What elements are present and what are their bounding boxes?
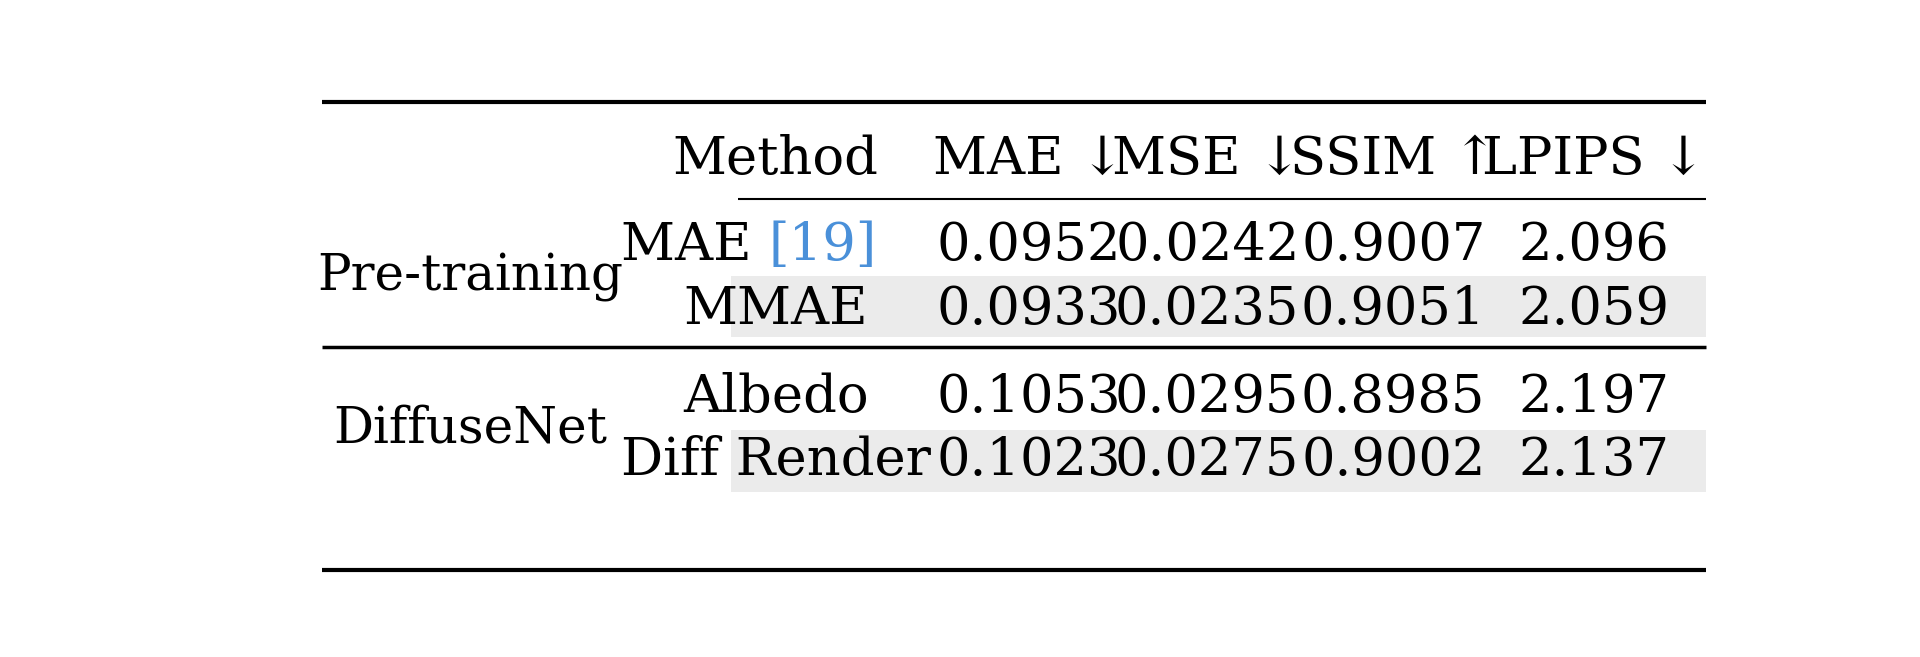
Text: 0.1053: 0.1053 [937, 372, 1121, 423]
Text: 0.0242: 0.0242 [1116, 220, 1300, 271]
Text: [19]: [19] [768, 220, 877, 271]
Text: 0.8985: 0.8985 [1302, 372, 1486, 423]
Text: 2.059: 2.059 [1519, 284, 1670, 334]
Text: DiffuseNet: DiffuseNet [334, 404, 607, 453]
Text: SSIM ↑: SSIM ↑ [1290, 134, 1498, 185]
Text: MSE ↓: MSE ↓ [1112, 134, 1302, 185]
Text: Method: Method [672, 134, 879, 185]
Bar [732, 430, 1705, 492]
Text: 0.0295: 0.0295 [1116, 372, 1300, 423]
Bar [732, 276, 1705, 337]
Text: 0.1023: 0.1023 [937, 436, 1121, 486]
Text: 2.197: 2.197 [1519, 372, 1670, 423]
Text: Pre-training: Pre-training [317, 252, 624, 302]
Text: MMAE: MMAE [684, 284, 868, 334]
Text: 0.9002: 0.9002 [1302, 436, 1486, 486]
Text: 0.0235: 0.0235 [1116, 284, 1300, 334]
Text: MAE: MAE [620, 220, 768, 271]
Text: 2.096: 2.096 [1519, 220, 1670, 271]
Text: Albedo: Albedo [684, 372, 868, 423]
Text: 0.0275: 0.0275 [1116, 436, 1300, 486]
Text: 0.9051: 0.9051 [1302, 284, 1486, 334]
Text: 0.0952: 0.0952 [937, 220, 1121, 271]
Text: LPIPS ↓: LPIPS ↓ [1482, 134, 1705, 185]
Text: 2.137: 2.137 [1519, 436, 1670, 486]
Text: Diff Render: Diff Render [620, 436, 931, 486]
Text: 0.9007: 0.9007 [1302, 220, 1486, 271]
Text: 0.0933: 0.0933 [937, 284, 1121, 334]
Text: MAE ↓: MAE ↓ [933, 134, 1125, 185]
